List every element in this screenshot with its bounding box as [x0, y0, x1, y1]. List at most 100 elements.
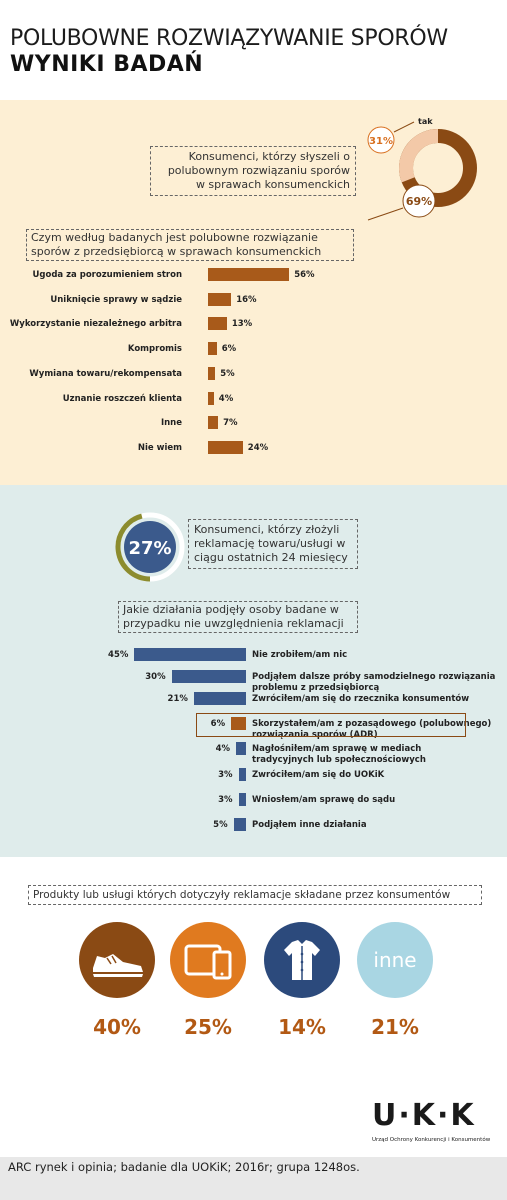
product-other-circle: inne [357, 922, 433, 998]
bar2-bar [233, 818, 246, 831]
bar2-value: 4% [215, 744, 231, 754]
bar2-value: 6% [210, 719, 226, 729]
bar2-title: Jakie działania podjęły osoby badane w p… [118, 601, 358, 633]
bar1-label: Uznanie roszczeń klienta [62, 393, 182, 404]
shirt-icon [284, 940, 320, 980]
page-title: POLUBOWNE ROZWIĄZYWANIE SPORÓW [10, 26, 448, 51]
bar1-value: 13% [231, 319, 253, 330]
bar2-title-line-1: Jakie działania podjęły osoby badane w [123, 603, 339, 616]
awareness-line-1: Konsumenci, którzy słyszeli o [188, 150, 350, 163]
nie-value: 69% [406, 195, 432, 208]
bar1-label: Inne [160, 418, 182, 429]
bar2-label: Skorzystałem/am z pozasądowego (polubown… [252, 719, 492, 740]
complaints-line-3: ciągu ostatnich 24 miesięcy [194, 551, 348, 564]
uokik-logo-subtitle: Urząd Ochrony Konkurencji i Konsumentów [372, 1137, 491, 1143]
bar2-value: 45% [108, 650, 129, 660]
complaints-center [124, 521, 176, 573]
nie-leader [367, 207, 404, 221]
tak-label: tak [418, 117, 433, 126]
section-complaints [0, 485, 507, 857]
bar1-title: Czym według badanych jest polubowne rozw… [26, 229, 354, 261]
shoe-icon [93, 954, 143, 977]
bar1-value: 5% [220, 368, 235, 379]
bar1-value: 7% [223, 418, 238, 429]
devices-icon [184, 944, 232, 980]
page-subtitle: WYNIKI BADAŃ [10, 52, 204, 77]
bar1-bar [208, 342, 217, 356]
nie-value-circle [402, 184, 436, 218]
bar2-label: Nagłośniłem/am sprawę w mediach tradycyjn… [252, 744, 426, 765]
bar1-bar [208, 391, 214, 405]
complaints-line-2: reklamację towaru/usługi w [194, 537, 346, 550]
bar1-bar [208, 317, 227, 331]
source-note: ARC rynek i opinia; badanie dla UOKiK; 2… [8, 1160, 360, 1174]
bar1-label: Ugoda za porozumieniem stron [32, 270, 183, 280]
bar1-bar [208, 416, 219, 430]
awareness-line-2: polubownym rozwiązaniu sporów [167, 164, 350, 177]
bar1-bar [208, 292, 232, 306]
bar2-value: 3% [218, 795, 233, 805]
bar1-value: 6% [221, 344, 237, 355]
bar1-chart: Ugoda za porozumieniem stron 56% Uniknięci… [0, 266, 507, 466]
bar2-bar [236, 742, 246, 755]
bar2-label: Nie zrobiłem/am nic [252, 650, 348, 660]
bar2-highlight-box [196, 713, 466, 737]
complaints-value: 27% [128, 538, 171, 559]
tak-value-circle [367, 126, 395, 154]
complaints-line-1: Konsumenci, którzy złożyli [194, 523, 340, 536]
awareness-donut-chart: 31% 69% tak nie [367, 117, 477, 221]
product-shoes-value: 40% [93, 1015, 141, 1039]
bar2-bar [171, 670, 246, 683]
section-products [0, 857, 507, 1157]
product-other-label: inne [373, 948, 417, 972]
products-title: Produkty lub usługi których dotyczyły re… [28, 885, 482, 905]
bar1-bar [208, 268, 290, 281]
product-shoes-circle [79, 922, 155, 998]
footer [0, 1157, 507, 1200]
complaints-description: Konsumenci, którzy złożyli reklamację to… [188, 519, 358, 569]
bar1-value: 56% [294, 270, 315, 280]
bar1-title-line-2: sporów z przedsiębiorcą w sprawach konsu… [31, 245, 322, 258]
product-other-value: 21% [371, 1015, 419, 1039]
product-clothes-circle [264, 922, 340, 998]
bar2-title-line-2: przypadku nie uwzględnienia reklamacji [123, 617, 344, 630]
bar1-value: 16% [236, 294, 257, 305]
bar2-label: Podjąłem inne działania [252, 820, 367, 830]
uokik-logo: U·K·K [372, 1098, 476, 1133]
bar2-bar [238, 793, 246, 806]
bar1-title-line-1: Czym według badanych jest polubowne rozw… [31, 231, 318, 244]
bar1-value: 24% [247, 442, 269, 453]
awareness-description: Konsumenci, którzy słyszeli o polubownym… [150, 146, 356, 196]
bar2-bar [193, 692, 246, 705]
bar1-label: Uniknięcie sprawy w sądzie [50, 294, 182, 305]
bar2-value: 30% [145, 672, 166, 682]
bar2-label: Zwróciłem/am się do UOKiK [252, 770, 385, 780]
tak-leader [393, 121, 415, 133]
bar2-value: 3% [218, 770, 233, 780]
bar2-chart: 45% Nie zrobiłem/am nic 30% Podjąłem dalsze… [0, 640, 507, 840]
tak-value: 31% [369, 136, 393, 147]
awareness-line-3: w sprawach konsumenckich [195, 178, 350, 191]
complaints-donut-chart: 27% [115, 512, 185, 582]
product-clothes-value: 14% [278, 1015, 326, 1039]
bar1-value: 4% [218, 393, 234, 404]
product-devices-circle [170, 922, 246, 998]
bar2-label: Podjąłem dalsze próby samodzielnego rozw… [252, 672, 496, 693]
section-awareness [0, 100, 507, 485]
bar2-value: 21% [167, 694, 188, 704]
bar2-value: 5% [213, 820, 228, 830]
bar1-label: Nie wiem [137, 442, 182, 453]
bar2-bar [134, 648, 246, 661]
bar1-label: Wykorzystanie niezależnego arbitra [9, 319, 182, 330]
bar2-bar [231, 717, 246, 730]
product-devices-value: 25% [184, 1015, 232, 1039]
donut-slice-tak [399, 129, 439, 183]
bar2-bar [238, 768, 246, 781]
bar1-bar [208, 366, 216, 380]
complaints-ring-value [115, 513, 151, 582]
bar2-label: Zwróciłem/am się do rzecznika konsumentó… [252, 694, 470, 704]
bar1-bar [208, 440, 243, 454]
bar2-label: Wniosłem/am sprawę do sądu [252, 795, 396, 805]
bar1-label: Wymiana towaru/rekompensata [29, 368, 182, 379]
bar1-label: Kompromis [127, 344, 182, 355]
